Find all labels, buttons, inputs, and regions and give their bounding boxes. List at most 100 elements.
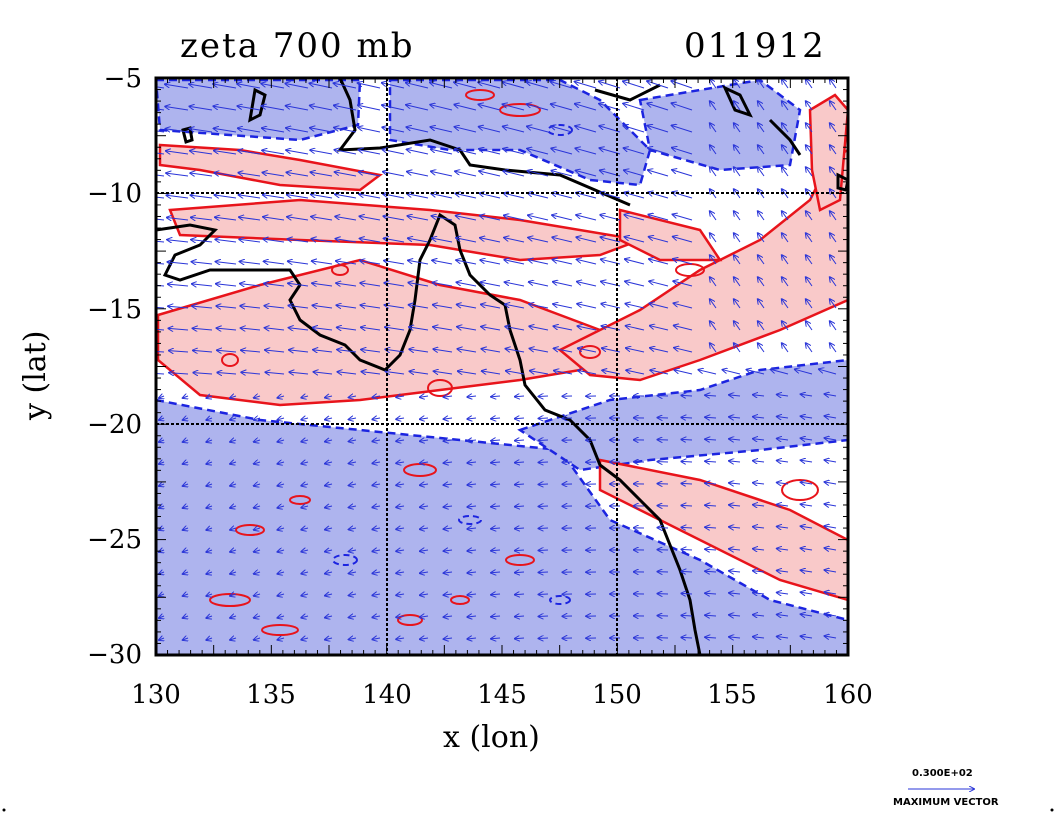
wind-vector [528,238,549,243]
wind-vector [338,372,357,374]
wind-vector [734,101,741,111]
wind-vector [830,101,837,111]
wind-vector [577,259,597,265]
wind-vector [710,145,717,155]
y-tick-label: −25 [87,525,142,555]
wind-vector [206,462,213,464]
wind-vector [238,151,261,155]
wind-vector [552,171,573,177]
wind-vector [444,440,453,441]
wind-vector [758,101,765,111]
wind-vector [578,348,597,353]
wind-vector [455,127,477,133]
wind-vector [206,572,213,574]
wind-vector [396,572,405,573]
y-tick-label: −30 [87,640,142,670]
wind-vector [681,593,693,594]
wind-vector [301,594,309,596]
wind-vector [777,417,789,419]
wind-vector [156,218,165,221]
wind-vector [504,238,525,243]
wind-vector [734,123,741,133]
wind-vector [337,350,357,352]
wind-vector [758,277,765,287]
wind-vector [385,349,405,352]
wind-vector [193,328,213,330]
wind-vector [192,306,213,308]
wind-vector [301,506,309,508]
wind-vector [482,349,501,352]
wind-vector [382,105,405,111]
wind-vector [552,193,573,199]
wind-vector [467,550,477,551]
wind-vector [372,418,381,419]
wind-vector [623,104,645,111]
wind-vector [801,636,813,638]
wind-vector [782,321,789,331]
wind-vector [278,638,285,640]
wind-vector [263,195,285,199]
wind-vector [433,327,453,330]
wind-vector [758,123,765,133]
wind-vector [539,638,549,639]
wind-vector [672,126,693,133]
wind-vector [681,395,693,396]
x-axis-label: x (lon) [443,720,540,755]
wind-vector [625,304,645,309]
wind-vector [372,462,381,463]
wind-vector [575,126,597,133]
wind-vector [648,126,669,133]
wind-vector [230,638,237,640]
wind-vector [777,571,789,573]
wind-vector [705,417,717,418]
wind-vector [349,638,357,640]
wind-vector [230,506,237,508]
wind-vector [263,173,285,177]
wind-vector [336,283,357,286]
wind-vector [515,418,525,419]
wind-vector [650,326,669,331]
wind-vector [214,128,237,133]
wind-vector [467,506,477,507]
wind-vector [825,416,837,418]
wind-vector [310,83,333,89]
wind-vector [515,396,525,397]
wind-vector [349,418,357,420]
wind-vector [681,417,693,418]
wind-vector [825,548,837,550]
wind-vector [169,373,189,374]
wind-vector [515,616,525,617]
wind-vector [478,82,501,89]
wind-vector [801,460,813,462]
wind-vector [287,195,309,199]
wind-vector [313,350,333,352]
y-tick-label: −5 [103,64,142,94]
contour-blobs [209,89,819,636]
wind-vector [734,233,741,243]
wind-vector [747,370,765,375]
wind-vector [159,418,164,420]
wind-vector [238,128,261,133]
wind-vector [553,260,573,265]
wind-vector [527,82,549,89]
wind-vector [806,145,813,155]
wind-vector [288,239,309,242]
wind-vector [481,282,501,287]
wind-vector [625,281,645,287]
wind-vector [734,255,741,265]
wind-vector [325,440,333,442]
wind-vector [806,123,813,133]
wind-vector [265,350,285,352]
wind-vector [206,528,213,530]
wind-vector [551,104,573,111]
wind-vector [420,440,429,441]
wind-vector [491,638,501,639]
wind-vector [705,505,717,506]
wind-vector [206,506,213,508]
wind-vector [734,211,741,221]
wind-vector [734,321,741,331]
wind-vector [407,172,429,177]
wind-vector [156,152,165,155]
wind-vector [301,528,309,530]
wind-vector [456,238,477,243]
